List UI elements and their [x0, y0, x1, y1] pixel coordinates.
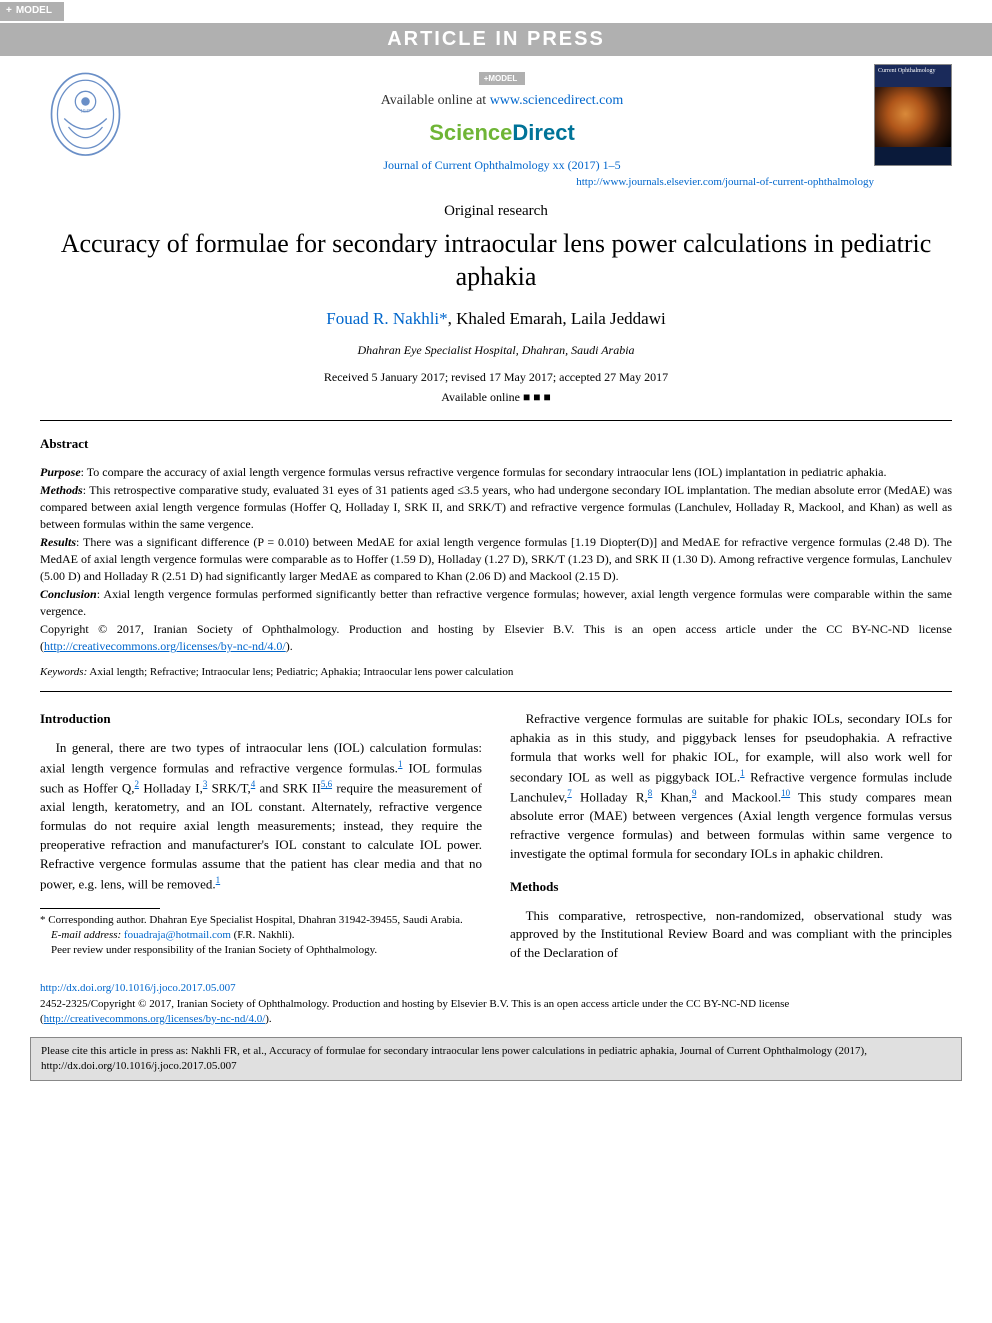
model-badge-small: +MODEL	[479, 72, 526, 86]
column-left: Introduction In general, there are two t…	[40, 710, 482, 963]
abstract-section: Abstract Purpose: To compare the accurac…	[0, 421, 992, 691]
keywords: Keywords: Axial length; Refractive; Intr…	[40, 665, 952, 681]
peer-review-footnote: Peer review under responsibility of the …	[40, 943, 482, 958]
thumb-title: Current Ophthalmology	[875, 65, 951, 87]
article-type: Original research	[0, 201, 992, 223]
email-link[interactable]: fouadraja@hotmail.com	[124, 929, 231, 941]
abstract-methods: Methods: This retrospective comparative …	[40, 482, 952, 533]
citation-box: Please cite this article in press as: Na…	[30, 1037, 962, 1082]
bottom-block: http://dx.doi.org/10.1016/j.joco.2017.05…	[0, 973, 992, 1033]
article-in-press-banner: ARTICLE IN PRESS	[0, 23, 992, 56]
available-online-date: Available online ■ ■ ■	[0, 389, 992, 406]
top-badge-row: +MODEL	[0, 0, 992, 21]
intro-paragraph: In general, there are two types of intra…	[40, 739, 482, 894]
body-columns: Introduction In general, there are two t…	[0, 692, 992, 973]
thumb-image	[875, 87, 951, 147]
abstract-heading: Abstract	[40, 435, 952, 454]
corresponding-marker: *	[439, 309, 448, 328]
col2-paragraph: Refractive vergence formulas are suitabl…	[510, 710, 952, 863]
sciencedirect-link[interactable]: www.sciencedirect.com	[490, 93, 624, 108]
society-logo: 1947	[40, 64, 130, 174]
ref-1b[interactable]: 1	[216, 875, 221, 885]
email-footnote: E-mail address: fouadraja@hotmail.com (F…	[40, 928, 482, 943]
article-dates: Received 5 January 2017; revised 17 May …	[0, 369, 992, 386]
sciencedirect-logo: ScienceDirect	[130, 117, 874, 149]
abstract-results: Results: There was a significant differe…	[40, 534, 952, 585]
abstract-conclusion: Conclusion: Axial length vergence formul…	[40, 586, 952, 620]
column-right: Refractive vergence formulas are suitabl…	[510, 710, 952, 963]
footnotes: * Corresponding author. Dhahran Eye Spec…	[40, 913, 482, 958]
introduction-heading: Introduction	[40, 710, 482, 729]
license-link[interactable]: http://creativecommons.org/licenses/by-n…	[44, 639, 286, 653]
doi-link[interactable]: http://dx.doi.org/10.1016/j.joco.2017.05…	[40, 981, 952, 997]
affiliation: Dhahran Eye Specialist Hospital, Dhahran…	[0, 342, 992, 359]
ref-5-6[interactable]: 5,6	[321, 779, 332, 789]
abstract-copyright: Copyright © 2017, Iranian Society of Oph…	[40, 621, 952, 655]
journal-url[interactable]: http://www.journals.elsevier.com/journal…	[130, 175, 874, 191]
thumb-footer	[875, 147, 951, 166]
svg-text:1947: 1947	[80, 109, 91, 115]
corresponding-author-link[interactable]: Fouad R. Nakhli	[326, 309, 439, 328]
journal-reference: Journal of Current Ophthalmology xx (201…	[130, 157, 874, 174]
abstract-purpose: Purpose: To compare the accuracy of axia…	[40, 464, 952, 481]
journal-cover-thumbnail: Current Ophthalmology	[874, 64, 952, 166]
other-authors: , Khaled Emarah, Laila Jeddawi	[448, 309, 666, 328]
available-online-text: Available online at www.sciencedirect.co…	[130, 91, 874, 111]
authors: Fouad R. Nakhli*, Khaled Emarah, Laila J…	[0, 307, 992, 332]
methods-paragraph: This comparative, retrospective, non-ran…	[510, 907, 952, 964]
bottom-copyright: 2452-2325/Copyright © 2017, Iranian Soci…	[40, 997, 952, 1027]
corresponding-footnote: * Corresponding author. Dhahran Eye Spec…	[40, 913, 482, 928]
footnote-rule	[40, 908, 160, 909]
methods-heading: Methods	[510, 878, 952, 897]
header-center: +MODEL Available online at www.sciencedi…	[130, 64, 874, 191]
bottom-license-link[interactable]: http://creativecommons.org/licenses/by-n…	[44, 1013, 266, 1025]
article-title: Accuracy of formulae for secondary intra…	[0, 228, 992, 293]
header-row: 1947 +MODEL Available online at www.scie…	[0, 56, 992, 191]
model-badge: +MODEL	[0, 2, 64, 21]
ref-10[interactable]: 10	[781, 788, 790, 798]
